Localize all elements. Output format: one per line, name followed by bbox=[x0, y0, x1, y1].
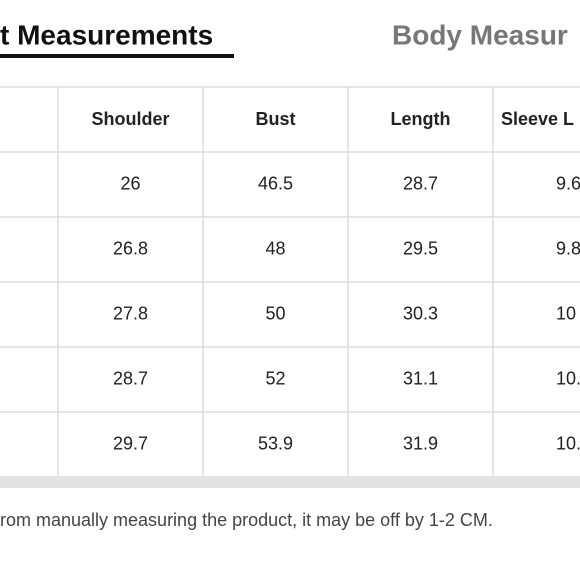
table-grid: Shoulder Bust Length Sleeve L 26 46.5 28.7 9.6 2… bbox=[0, 86, 580, 478]
table-cell: 28.7 bbox=[113, 368, 148, 388]
table-cell: 50 bbox=[265, 303, 285, 323]
table-cell: 10. bbox=[556, 433, 580, 453]
column-header: Sleeve L bbox=[501, 109, 574, 129]
table-cell: 10. bbox=[556, 368, 580, 388]
table-cell: 46.5 bbox=[258, 173, 293, 193]
active-tab[interactable]: t Measurements bbox=[0, 19, 213, 50]
table-cell: 31.1 bbox=[403, 368, 438, 388]
column-header: Bust bbox=[256, 109, 296, 129]
table-cell: 31.9 bbox=[403, 433, 438, 453]
column-header: Length bbox=[391, 109, 451, 129]
table-cell: 28.7 bbox=[403, 173, 438, 193]
table-cell: 9.8 bbox=[556, 238, 580, 258]
footer-note: rom manually measuring the product, it m… bbox=[0, 510, 493, 530]
table-cell: 52 bbox=[265, 368, 285, 388]
table-cell: 27.8 bbox=[113, 303, 148, 323]
scrollbar bbox=[0, 478, 580, 488]
table-cell: 30.3 bbox=[403, 303, 438, 323]
table-cell: 9.6 bbox=[556, 173, 580, 193]
inactive-tab[interactable]: Body Measur bbox=[392, 19, 568, 50]
table-cell: 26 bbox=[120, 173, 140, 193]
table-cell: 53.9 bbox=[258, 433, 293, 453]
table-cell: 29.7 bbox=[113, 433, 148, 453]
table-cell: 10 bbox=[556, 303, 576, 323]
table-cell: 48 bbox=[265, 238, 285, 258]
tab-underline bbox=[0, 54, 234, 58]
column-header: Shoulder bbox=[91, 109, 169, 129]
table-cell: 26.8 bbox=[113, 238, 148, 258]
table-cell: 29.5 bbox=[403, 238, 438, 258]
